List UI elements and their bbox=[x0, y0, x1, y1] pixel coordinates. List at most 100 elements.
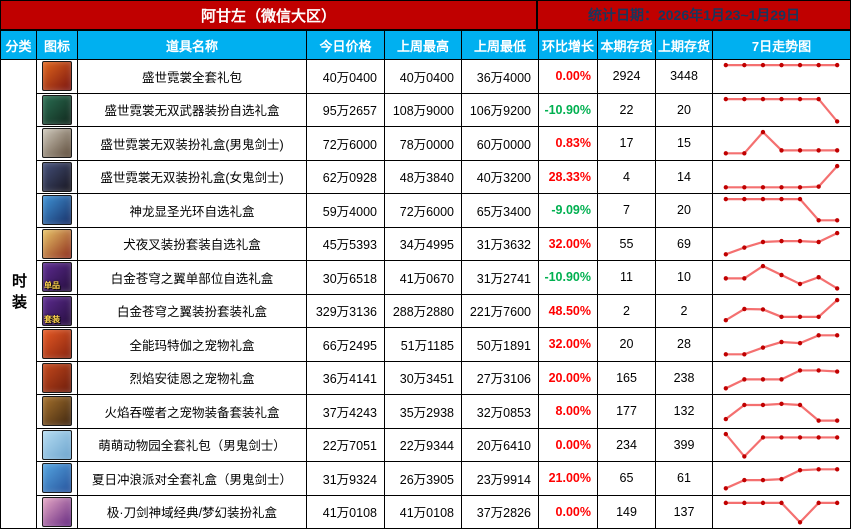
header-week-low: 上周最低 bbox=[462, 31, 539, 59]
stock-previous: 238 bbox=[656, 361, 713, 394]
item-icon-cell bbox=[37, 160, 78, 193]
week-low: 65万3400 bbox=[462, 194, 539, 227]
stock-previous: 132 bbox=[656, 395, 713, 428]
trend-cell bbox=[713, 362, 850, 395]
female-slayer-portrait-icon bbox=[42, 161, 72, 192]
stock-current: 7 bbox=[598, 194, 656, 227]
purple-wings-single-icon: 单品 bbox=[42, 262, 72, 293]
week-low: 50万1891 bbox=[462, 328, 539, 361]
week-low: 32万0853 bbox=[462, 395, 539, 428]
item-name: 烈焰安徒恩之宠物礼盒 bbox=[78, 361, 307, 394]
table-body: 时装 盛世霓裳全套礼包 40万0400 40万0400 36万4000 0.00% 292… bbox=[1, 60, 850, 528]
table-row: 全能玛特伽之宠物礼盒 66万2495 51万1185 50万1891 32.00% 20 2… bbox=[37, 328, 850, 362]
week-high: 35万2938 bbox=[385, 395, 462, 428]
change-percent: 28.33% bbox=[539, 160, 598, 193]
price-today: 72万6000 bbox=[307, 127, 385, 160]
week-high: 78万0000 bbox=[385, 127, 462, 160]
week-low: 20万6410 bbox=[462, 428, 539, 461]
week-high: 288万2880 bbox=[385, 294, 462, 327]
price-today: 41万0108 bbox=[307, 495, 385, 528]
item-icon-cell bbox=[37, 93, 78, 126]
price-today: 66万2495 bbox=[307, 328, 385, 361]
item-name: 火焰吞噬者之宠物装备套装礼盒 bbox=[78, 395, 307, 428]
item-name: 白金苍穹之翼装扮套装礼盒 bbox=[78, 294, 307, 327]
item-icon-cell bbox=[37, 227, 78, 260]
item-name: 全能玛特伽之宠物礼盒 bbox=[78, 328, 307, 361]
item-icon-cell bbox=[37, 361, 78, 394]
table-row: 盛世霓裳无双装扮礼盒(女鬼剑士) 62万0928 48万3840 40万3200 28.… bbox=[37, 160, 850, 194]
trend-sparkline bbox=[723, 62, 840, 68]
item-name: 盛世霓裳全套礼包 bbox=[78, 60, 307, 93]
item-name: 盛世霓裳无双装扮礼盒(女鬼剑士) bbox=[78, 160, 307, 193]
stock-current: 177 bbox=[598, 395, 656, 428]
trend-sparkline bbox=[723, 467, 840, 491]
week-low: 23万9914 bbox=[462, 462, 539, 495]
stock-current: 165 bbox=[598, 361, 656, 394]
header-item-name: 道具名称 bbox=[78, 31, 307, 59]
item-icon-cell bbox=[37, 495, 78, 528]
item-name: 盛世霓裳无双装扮礼盒(男鬼剑士) bbox=[78, 127, 307, 160]
trend-sparkline bbox=[723, 163, 840, 190]
title-bar: 阿甘左（微信大区） 统计日期：2026年1月23~1月29日 bbox=[1, 1, 850, 31]
item-name: 神龙显圣光环自选礼盒 bbox=[78, 194, 307, 227]
change-percent: 8.00% bbox=[539, 395, 598, 428]
item-name: 极·刀剑神域经典/梦幻装扮礼盒 bbox=[78, 495, 307, 528]
week-high: 34万4995 bbox=[385, 227, 462, 260]
stock-current: 2 bbox=[598, 294, 656, 327]
item-icon-cell bbox=[37, 428, 78, 461]
price-today: 36万4141 bbox=[307, 361, 385, 394]
item-rows: 盛世霓裳全套礼包 40万0400 40万0400 36万4000 0.00% 2924 34… bbox=[37, 60, 850, 528]
table-row: 盛世霓裳无双武器装扮自选礼盒 95万2657 108万9000 106万9200 -10… bbox=[37, 93, 850, 127]
gift-chest-icon bbox=[42, 61, 72, 92]
category-label: 时装 bbox=[10, 273, 27, 315]
week-high: 26万3905 bbox=[385, 462, 462, 495]
stock-previous: 3448 bbox=[656, 60, 713, 93]
item-name: 夏日冲浪派对全套礼盒（男鬼剑士） bbox=[78, 462, 307, 495]
change-percent: 32.00% bbox=[539, 227, 598, 260]
week-high: 51万1185 bbox=[385, 328, 462, 361]
item-icon-cell bbox=[37, 127, 78, 160]
stock-previous: 61 bbox=[656, 462, 713, 495]
trend-cell bbox=[713, 462, 850, 495]
item-icon-cell bbox=[37, 60, 78, 93]
week-high: 41万0670 bbox=[385, 261, 462, 294]
stock-current: 17 bbox=[598, 127, 656, 160]
trend-cell bbox=[713, 228, 850, 261]
trend-sparkline bbox=[723, 129, 840, 156]
trend-cell bbox=[713, 328, 850, 361]
stock-current: 65 bbox=[598, 462, 656, 495]
trend-sparkline bbox=[723, 367, 840, 391]
table-row: 烈焰安徒恩之宠物礼盒 36万4141 30万3451 27万3106 20.00% 165… bbox=[37, 361, 850, 395]
change-percent: 0.00% bbox=[539, 60, 598, 93]
header-trend: 7日走势图 bbox=[751, 38, 812, 54]
puppy-zoo-icon bbox=[42, 429, 72, 460]
table-row: 单品 白金苍穹之翼单部位自选礼盒 30万6518 41万0670 31万2741 -10.… bbox=[37, 261, 850, 295]
trend-cell bbox=[713, 395, 850, 428]
stock-previous: 10 bbox=[656, 261, 713, 294]
change-percent: -10.90% bbox=[539, 93, 598, 126]
header-stock-prev: 上期存货 bbox=[656, 31, 713, 59]
item-name: 白金苍穹之翼单部位自选礼盒 bbox=[78, 261, 307, 294]
week-low: 37万2826 bbox=[462, 495, 539, 528]
summer-surf-icon bbox=[42, 463, 72, 494]
header-icon: 图标 bbox=[37, 31, 78, 59]
category-cell: 时装 bbox=[1, 60, 37, 528]
week-low: 31万3632 bbox=[462, 227, 539, 260]
table-row: 神龙显圣光环自选礼盒 59万4000 72万6000 65万3400 -9.09% 7 20 bbox=[37, 194, 850, 228]
change-percent: 32.00% bbox=[539, 328, 598, 361]
trend-sparkline bbox=[723, 196, 840, 223]
stock-previous: 14 bbox=[656, 160, 713, 193]
trend-cell bbox=[713, 496, 850, 529]
week-low: 221万7600 bbox=[462, 294, 539, 327]
stock-previous: 69 bbox=[656, 227, 713, 260]
week-high: 41万0108 bbox=[385, 495, 462, 528]
item-name: 盛世霓裳无双武器装扮自选礼盒 bbox=[78, 93, 307, 126]
icon-badge: 单品 bbox=[44, 281, 60, 291]
trend-sparkline bbox=[723, 96, 840, 124]
trend-cell bbox=[713, 429, 850, 462]
trend-cell bbox=[713, 295, 850, 328]
change-percent: -9.09% bbox=[539, 194, 598, 227]
price-today: 59万4000 bbox=[307, 194, 385, 227]
stock-previous: 399 bbox=[656, 428, 713, 461]
trend-cell bbox=[713, 161, 850, 194]
